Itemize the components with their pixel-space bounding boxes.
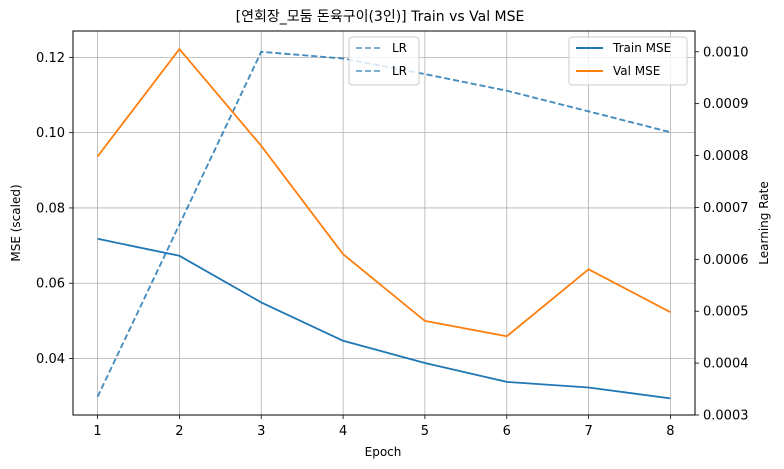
plot-frame [72, 30, 696, 416]
y-tick-label: 0.06 [36, 277, 65, 292]
y2-tick-label: 0.0004 [703, 357, 749, 372]
legend-train-label: Train MSE [612, 41, 671, 55]
series-lr-line-2 [96, 50, 671, 398]
series-train-mse-line [97, 237, 671, 400]
grid [73, 31, 695, 415]
x-axis-label: Epoch [365, 445, 402, 459]
x-tick-label: 2 [175, 424, 183, 439]
y-tick-label: 0.08 [36, 201, 65, 216]
y2-tick-label: 0.0006 [703, 253, 749, 268]
legend-lr: LR LR [348, 36, 420, 86]
x-tick-label: 4 [339, 424, 347, 439]
legend-mse: Train MSE Val MSE [568, 36, 688, 86]
y2-tick-label: 0.0005 [703, 305, 749, 320]
series-lr-line-1 [96, 50, 671, 398]
chart-title: [연회장_모둠 돈육구이(3인)] Train vs Val MSE [236, 9, 525, 25]
y-tick-label: 0.10 [36, 126, 65, 141]
legend-lr-box [348, 36, 420, 86]
y2-tick-label: 0.0009 [703, 97, 749, 112]
x-tick-label: 5 [421, 424, 429, 439]
y2-tick-label: 0.0008 [703, 149, 749, 164]
x-tick-label: 3 [257, 424, 265, 439]
x-tick-label: 7 [584, 424, 592, 439]
legend-lr-label-1: LR [392, 41, 407, 55]
y2-axis-label: Learning Rate [757, 181, 771, 264]
y2-ticks: 0.0003 0.0004 0.0005 0.0006 0.0007 0.0008 0.00… [695, 45, 749, 424]
series-val-mse-line [96, 48, 671, 338]
y-axis-label: MSE (scaled) [9, 184, 23, 261]
legend-lr-label-2: LR [392, 64, 407, 78]
y-tick-label: 0.12 [36, 51, 65, 66]
series-group [96, 48, 671, 400]
x-ticks: 1 2 3 4 5 6 7 8 [93, 415, 675, 439]
y-ticks: 0.04 0.06 0.08 0.10 0.12 [36, 51, 73, 367]
legend-val-label: Val MSE [613, 64, 660, 78]
y2-tick-label: 0.0003 [703, 409, 749, 424]
y-tick-label: 0.04 [36, 352, 65, 367]
y2-tick-label: 0.0010 [703, 45, 749, 60]
x-tick-label: 6 [503, 424, 511, 439]
x-tick-label: 1 [93, 424, 101, 439]
y2-tick-label: 0.0007 [703, 201, 749, 216]
x-tick-label: 8 [666, 424, 674, 439]
